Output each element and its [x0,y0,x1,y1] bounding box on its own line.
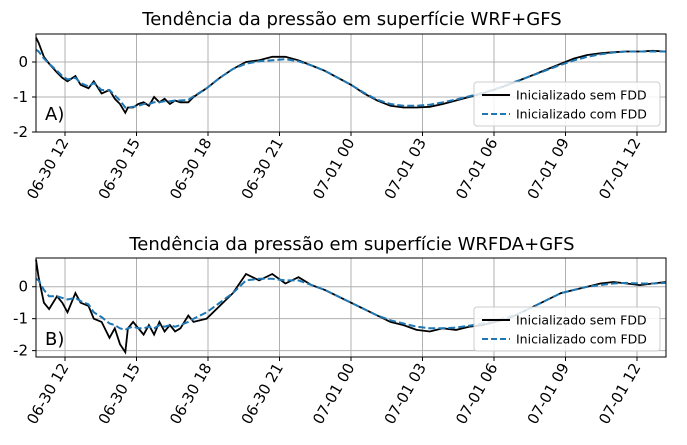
x-tick-label: 07-01 12 [595,360,644,427]
chart-title: Tendência da pressão em superfície WRFDA… [128,234,574,255]
x-tick-label: 07-01 09 [524,135,573,202]
x-tick-label: 07-01 09 [524,360,573,427]
legend-label: Inicializado com FDD [516,107,647,122]
y-tick-label: 0 [18,278,28,296]
y-tick-label: -1 [13,88,28,106]
x-tick-label: 06-30 12 [23,360,72,427]
panel-b: Tendência da pressão em superfície WRFDA… [13,234,667,427]
x-tick-label: 06-30 15 [95,360,144,427]
x-tick-label: 07-01 00 [309,135,358,202]
x-tick-label: 06-30 21 [238,135,287,202]
x-tick-label: 06-30 15 [95,135,144,202]
x-tick-label: 07-01 03 [381,360,430,427]
x-tick-label: 07-01 06 [452,135,501,202]
panel-label: B) [45,329,64,350]
y-tick-label: -2 [13,342,28,360]
x-tick-label: 07-01 00 [309,360,358,427]
y-tick-label: 0 [18,53,28,71]
panel-a: Tendência da pressão em superfície WRF+G… [13,9,667,202]
x-tick-label: 06-30 21 [238,360,287,427]
x-tick-label: 06-30 18 [166,360,215,427]
x-tick-label: 07-01 12 [595,135,644,202]
legend-box [473,81,661,127]
x-tick-label: 07-01 03 [381,135,430,202]
series-line-com-fdd [35,48,666,109]
x-tick-label: 07-01 06 [452,360,501,427]
legend-label: Inicializado com FDD [516,332,647,347]
chart-title: Tendência da pressão em superfície WRF+G… [141,9,561,30]
y-tick-label: -2 [13,123,28,141]
y-tick-label: -1 [13,310,28,328]
x-tick-label: 06-30 18 [166,135,215,202]
legend-label: Inicializado sem FDD [516,88,647,103]
x-tick-label: 06-30 12 [23,135,72,202]
legend-label: Inicializado sem FDD [516,313,647,328]
panel-label: A) [45,104,64,125]
legend-box [473,306,661,352]
